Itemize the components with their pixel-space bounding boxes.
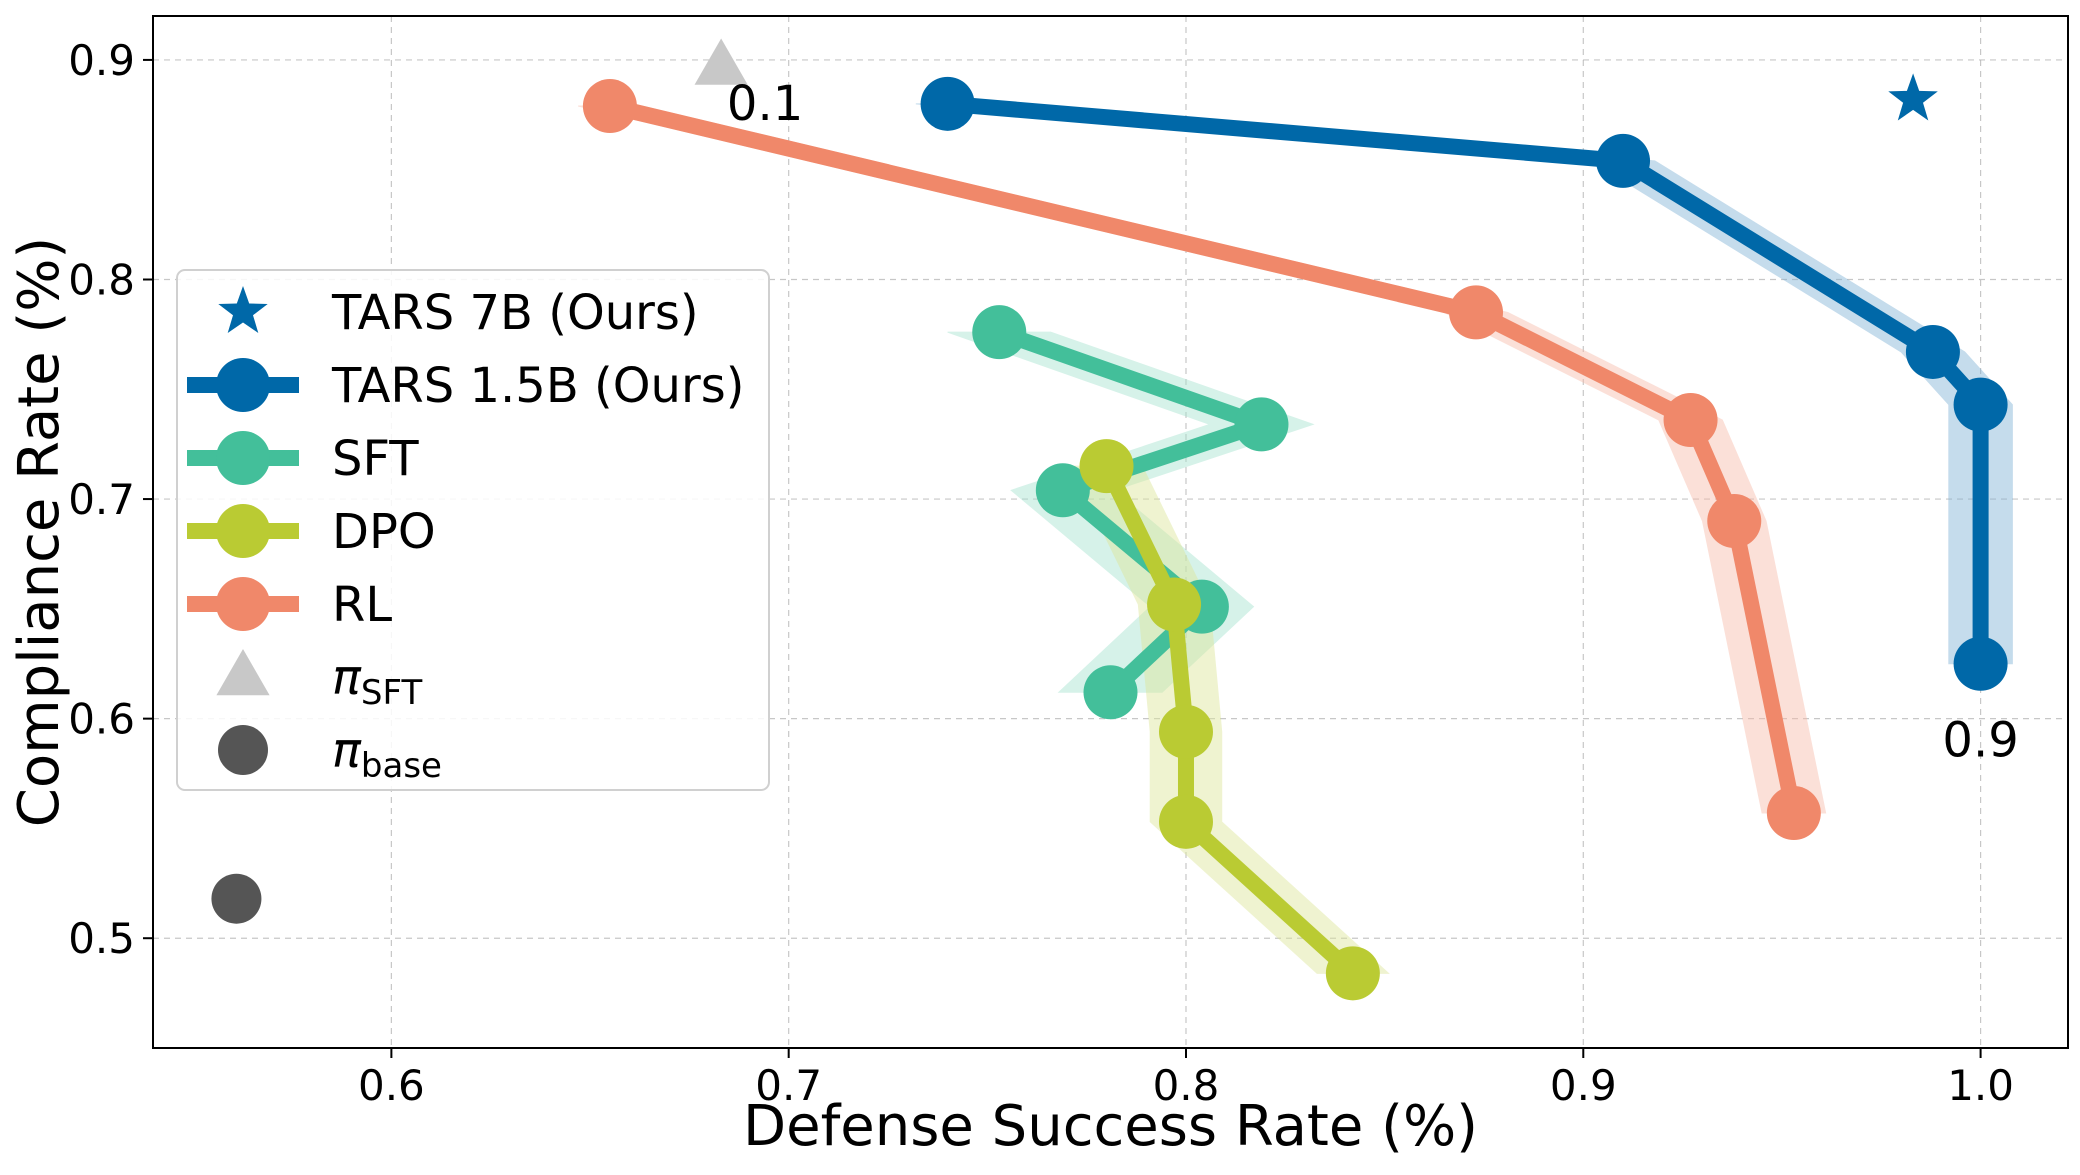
legend-item-sft: πSFT bbox=[216, 649, 422, 713]
legend-marker-swatch bbox=[216, 504, 270, 558]
y-tick-label: 0.8 bbox=[68, 255, 135, 304]
tars-1-5b-ours-point bbox=[1596, 133, 1651, 188]
sft-point bbox=[1083, 665, 1138, 720]
sft-point bbox=[1035, 463, 1090, 518]
dpo-point bbox=[1079, 439, 1134, 494]
sft-point bbox=[972, 305, 1027, 360]
y-tick-label: 0.7 bbox=[68, 475, 135, 524]
rl-point bbox=[1707, 494, 1762, 549]
rl-point bbox=[1663, 393, 1718, 448]
legend-circle-swatch bbox=[218, 725, 268, 775]
y-axis-title: Compliance Rate (%) bbox=[7, 237, 72, 828]
annotation-label: 0.9 bbox=[1942, 713, 2018, 769]
legend-label: RL bbox=[332, 577, 392, 633]
legend-item-rl: RL bbox=[187, 577, 392, 633]
tars-1-5b-ours-point bbox=[1953, 636, 2008, 691]
x-tick-label: 0.9 bbox=[1550, 1061, 1617, 1110]
x-tick-label: 0.7 bbox=[755, 1061, 822, 1110]
dpo-point bbox=[1158, 794, 1213, 849]
dpo-point bbox=[1147, 577, 1202, 632]
plot-frame bbox=[152, 15, 2069, 1049]
base-point bbox=[211, 873, 262, 924]
legend-item-dpo: DPO bbox=[187, 504, 436, 560]
marker-layer bbox=[211, 38, 2008, 1001]
sft-point bbox=[694, 38, 748, 85]
tars-1-5b-ours-point bbox=[1905, 324, 1960, 379]
legend-triangle-swatch bbox=[216, 649, 270, 696]
legend-marker-swatch bbox=[216, 431, 270, 485]
legend-item-tars-1-5b-ours: TARS 1.5B (Ours) bbox=[187, 358, 744, 414]
legend-frame bbox=[176, 269, 770, 791]
x-axis-title: Defense Success Rate (%) bbox=[743, 1094, 1478, 1159]
annotation-layer: 0.1 0.9 bbox=[727, 76, 2019, 769]
tars-1-5b-ours-point bbox=[1953, 377, 2008, 432]
legend: TARS 7B (Ours)TARS 1.5B (Ours)SFTDPORLπS… bbox=[176, 269, 770, 791]
x-tick-label: 0.8 bbox=[1153, 1061, 1220, 1110]
legend-marker-swatch bbox=[216, 577, 270, 631]
y-tick-label: 0.6 bbox=[68, 695, 135, 744]
legend-star-swatch bbox=[218, 286, 268, 333]
y-tick-label: 0.9 bbox=[68, 36, 135, 85]
x-tick-label: 1.0 bbox=[1947, 1061, 2014, 1110]
legend-label: SFT bbox=[332, 431, 419, 487]
sft-point bbox=[1234, 397, 1289, 452]
legend-marker-swatch bbox=[216, 358, 270, 412]
legend-item-tars-7b-ours: TARS 7B (Ours) bbox=[218, 285, 699, 341]
annotation-label: 0.1 bbox=[727, 76, 803, 132]
legend-label: πbase bbox=[332, 723, 442, 786]
legend-label-symbol: π bbox=[332, 650, 362, 706]
rl-point bbox=[1449, 285, 1504, 340]
legend-label: DPO bbox=[332, 504, 436, 560]
legend-label-subscript: SFT bbox=[361, 673, 423, 713]
legend-label: TARS 1.5B (Ours) bbox=[331, 358, 744, 414]
tars-7b-ours-point bbox=[1888, 73, 1938, 121]
dpo-point bbox=[1158, 704, 1213, 759]
dpo-point bbox=[1325, 946, 1380, 1001]
rl-point bbox=[1766, 786, 1821, 841]
y-tick-label: 0.5 bbox=[68, 914, 135, 963]
legend-item-base: πbase bbox=[218, 723, 442, 786]
tick-layer: 0.6 0.7 0.8 0.9 1.0 0.5 0.6 0.7 0.8 0.9 bbox=[68, 36, 2014, 1110]
x-tick-label: 0.6 bbox=[358, 1061, 425, 1110]
rl-point bbox=[582, 79, 637, 134]
legend-item-sft: SFT bbox=[187, 431, 419, 487]
legend-label-subscript: base bbox=[361, 746, 442, 786]
legend-label-symbol: π bbox=[332, 723, 362, 779]
tars-1-5b-ours-point bbox=[920, 76, 975, 131]
legend-label: TARS 7B (Ours) bbox=[331, 285, 699, 341]
legend-label: πSFT bbox=[332, 650, 422, 713]
